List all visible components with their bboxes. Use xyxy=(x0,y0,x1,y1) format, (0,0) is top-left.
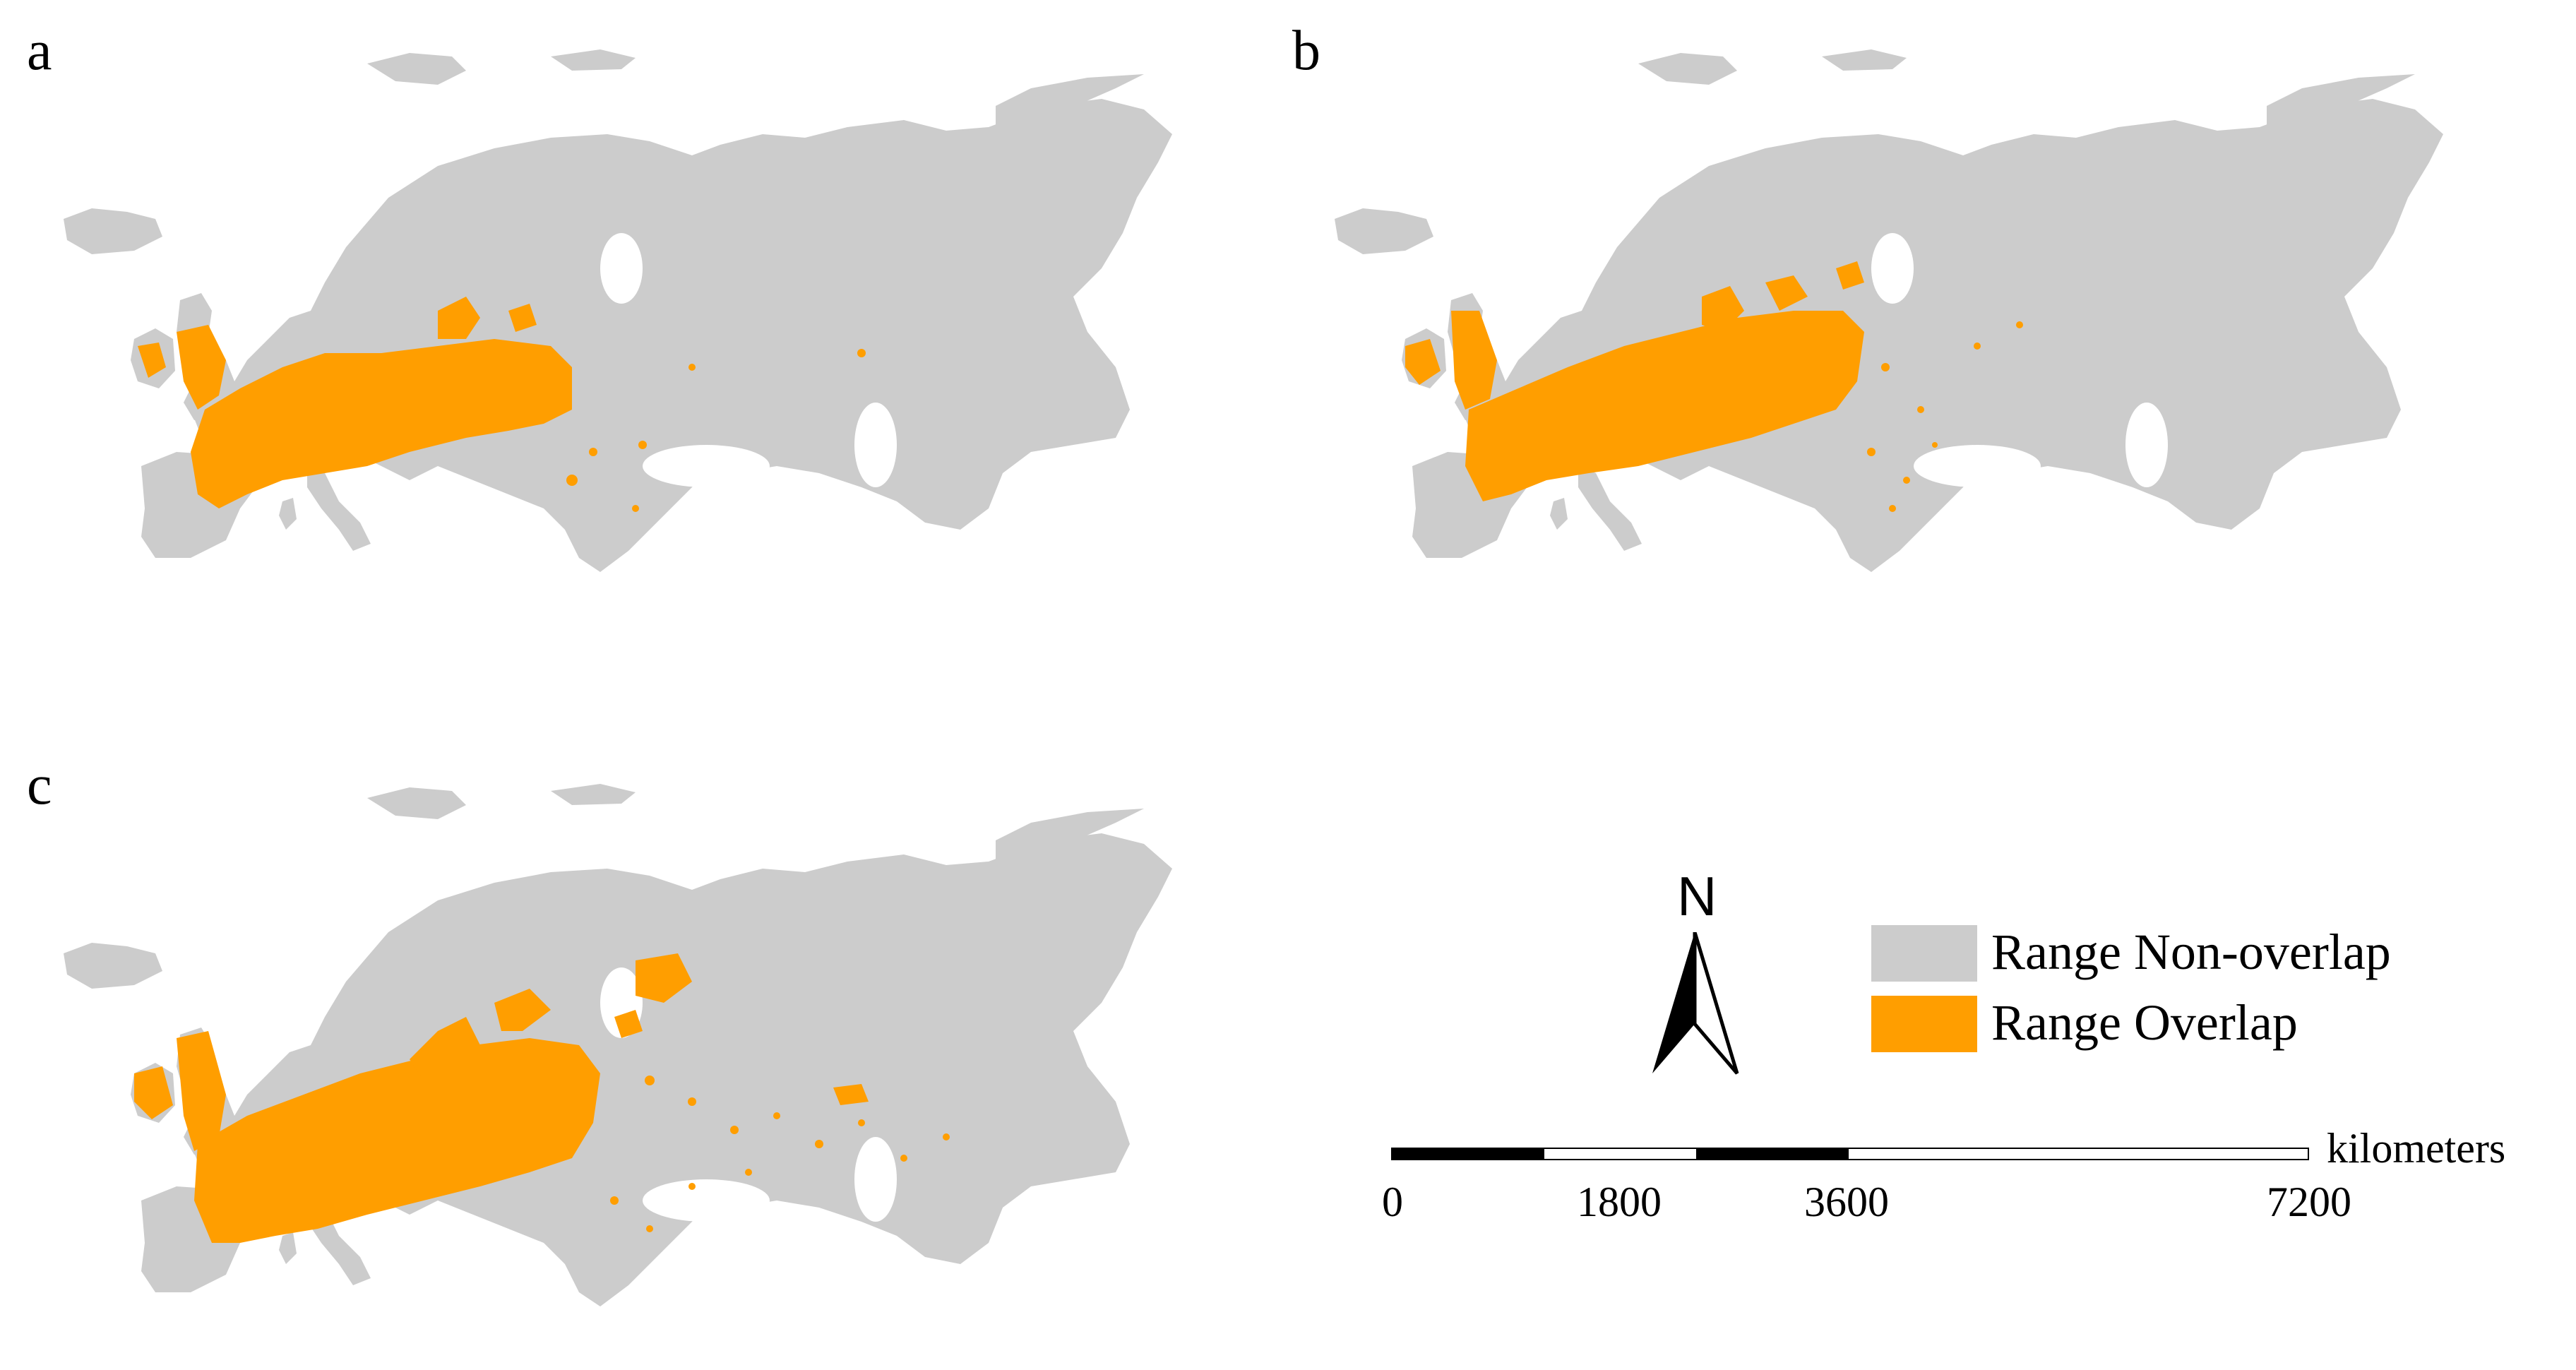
map-panel-a: a xyxy=(14,14,1285,636)
scale-unit: kilometers xyxy=(2327,1125,2506,1172)
black-sea xyxy=(1914,445,2041,487)
scale-tick-3600: 3600 xyxy=(1804,1179,1889,1225)
scale-segment-3 xyxy=(1696,1148,1849,1160)
caspian-sea xyxy=(854,1137,897,1222)
legend-label-overlap: Range Overlap xyxy=(1991,994,2298,1051)
scale-tick-7200: 7200 xyxy=(2267,1179,2351,1225)
panel-label-a: a xyxy=(27,20,52,82)
legend-swatch-non-overlap xyxy=(1871,925,1977,982)
baltic-sea xyxy=(600,233,643,304)
map-a xyxy=(64,49,1172,572)
panel-label-b: b xyxy=(1292,20,1320,82)
north-letter: N xyxy=(1677,865,1717,927)
scale-bar xyxy=(1391,1148,2309,1160)
map-b xyxy=(1335,49,2443,572)
map-c xyxy=(64,784,1172,1306)
scale-segment-1 xyxy=(1392,1148,1544,1160)
caspian-sea xyxy=(2125,403,2168,487)
overlap-region xyxy=(134,953,950,1243)
overlap-region xyxy=(138,297,866,512)
north-arrow-icon xyxy=(1652,932,1739,1075)
map-panel-c: c xyxy=(14,749,1285,1370)
caspian-sea xyxy=(854,403,897,487)
baltic-sea xyxy=(1871,233,1914,304)
legend-label-non-overlap: Range Non-overlap xyxy=(1991,924,2391,980)
overlap-region xyxy=(1405,261,2023,512)
legend: Range Non-overlap Range Overlap xyxy=(1871,925,2507,1059)
scale-tick-0: 0 xyxy=(1382,1179,1403,1225)
scale-tick-1800: 1800 xyxy=(1577,1179,1662,1225)
black-sea xyxy=(643,445,770,487)
black-sea xyxy=(643,1179,770,1222)
map-panel-b: b xyxy=(1285,14,2556,636)
legend-swatch-overlap xyxy=(1871,996,1977,1052)
panel-label-c: c xyxy=(27,754,52,816)
